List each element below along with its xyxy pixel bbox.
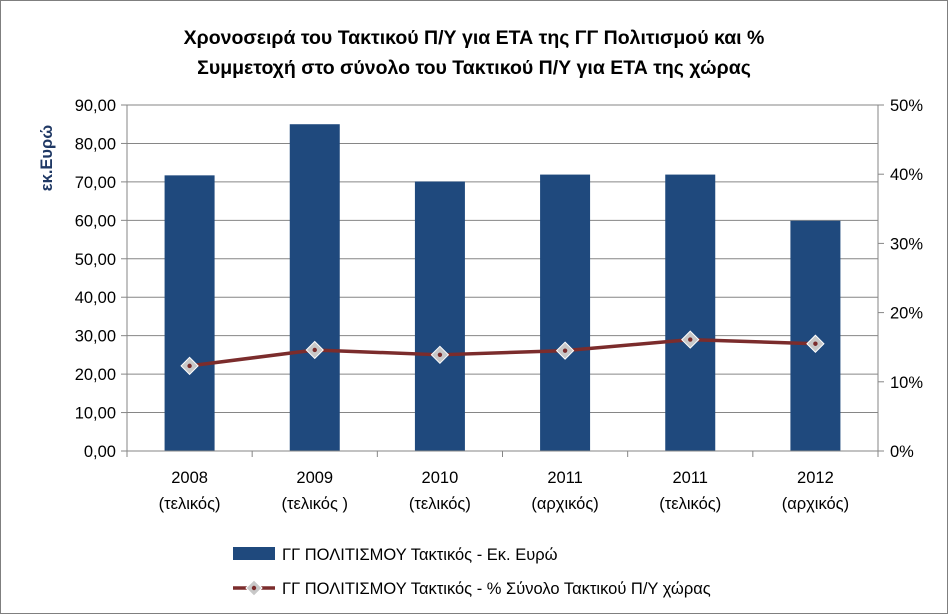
pct-marker-dot	[813, 341, 818, 346]
pct-marker-dot	[437, 352, 443, 358]
bar	[414, 181, 465, 451]
left-tick-label: 50,00	[75, 251, 116, 269]
y-axis-label: εκ.Ευρώ	[38, 125, 56, 191]
bar	[164, 175, 215, 451]
legend-bar-label: ΓΓ ΠΟΛΙΤΙΣΜΟΥ Τακτικός - Εκ. Ευρώ	[282, 546, 558, 564]
legend-line-marker-dot	[251, 585, 257, 591]
x-category-sublabel: (τελικός)	[659, 495, 721, 513]
legend-bar-swatch	[233, 547, 275, 560]
pct-marker-dot	[312, 347, 317, 353]
axis-labels: 0,00 10,00 20,00 30,00 40,00 50,00 60,00 70,00 8…	[75, 97, 924, 513]
pct-marker-dot	[688, 337, 693, 342]
x-category-sublabel: (τελικός)	[159, 495, 221, 513]
right-tick-label: 0%	[890, 443, 914, 461]
x-category-label: 2008	[171, 469, 208, 487]
left-tick-label: 10,00	[75, 405, 116, 423]
right-tick-label: 30%	[890, 235, 923, 253]
bar	[540, 174, 591, 451]
pct-line	[189, 337, 816, 368]
x-category-label: 2010	[422, 469, 459, 487]
right-tick-label: 40%	[890, 166, 923, 184]
x-category-sublabel: (αρχικός)	[782, 495, 849, 513]
left-tick-label: 0,00	[84, 443, 116, 461]
bar	[289, 124, 340, 451]
gridlines	[127, 104, 878, 414]
x-category-label: 2009	[296, 469, 333, 487]
legend-line-label: ΓΓ ΠΟΛΙΤΙΣΜΟΥ Τακτικός - % Σύνολο Τακτικ…	[282, 580, 711, 598]
left-tick-label: 70,00	[75, 174, 116, 192]
x-category-label: 2012	[797, 469, 834, 487]
bar-series	[164, 124, 841, 451]
pct-marker-dot	[562, 348, 568, 353]
x-category-sublabel: (αρχικός)	[531, 495, 598, 513]
pct-marker-dot	[187, 363, 192, 369]
x-category-label: 2011	[673, 469, 708, 487]
x-category-label: 2011	[547, 469, 582, 487]
legend: ΓΓ ΠΟΛΙΤΙΣΜΟΥ Τακτικός - Εκ. Ευρώ ΓΓ ΠΟΛΙ…	[233, 546, 711, 598]
left-tick-label: 60,00	[75, 212, 116, 230]
x-category-sublabel: (τελικός)	[409, 495, 471, 513]
x-category-sublabel: (τελικός )	[281, 495, 348, 513]
left-tick-label: 40,00	[75, 289, 116, 307]
axes	[121, 104, 884, 457]
chart-title-line-2: Συμμετοχή στο σύνολο του Τακτικού Π/Υ γι…	[197, 57, 751, 79]
right-tick-label: 20%	[890, 305, 923, 323]
left-tick-label: 30,00	[75, 328, 116, 346]
left-tick-label: 90,00	[75, 97, 116, 115]
right-tick-label: 50%	[890, 97, 923, 115]
left-tick-label: 80,00	[75, 135, 116, 153]
right-tick-label: 10%	[890, 374, 923, 392]
bar	[665, 174, 716, 451]
line-series	[180, 330, 825, 376]
left-tick-label: 20,00	[75, 366, 116, 384]
chart-title-line-1: Χρονοσειρά του Τακτικού Π/Υ για ΕΤΑ της …	[184, 27, 765, 49]
